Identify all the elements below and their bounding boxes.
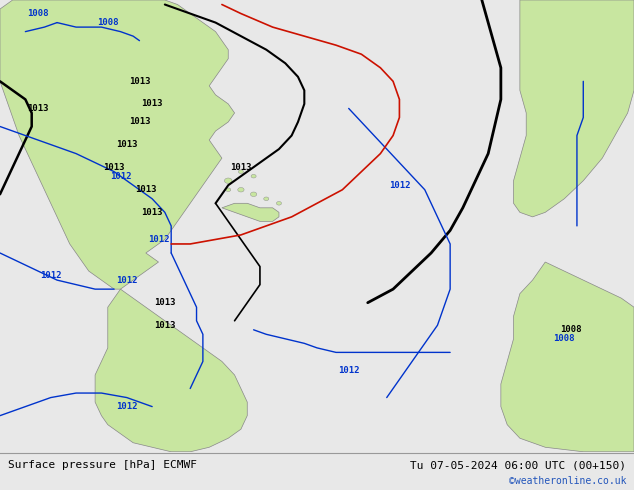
Text: 1013: 1013	[129, 118, 150, 126]
Text: 1012: 1012	[116, 275, 138, 285]
Polygon shape	[514, 0, 634, 217]
Text: 1008: 1008	[560, 325, 581, 334]
Circle shape	[251, 174, 256, 178]
Text: 1013: 1013	[154, 321, 176, 330]
Circle shape	[238, 188, 244, 192]
Polygon shape	[501, 262, 634, 452]
Text: 1012: 1012	[148, 235, 169, 244]
Text: 1013: 1013	[129, 77, 150, 86]
Text: Tu 07-05-2024 06:00 UTC (00+150): Tu 07-05-2024 06:00 UTC (00+150)	[410, 460, 626, 470]
Circle shape	[264, 197, 269, 200]
Text: 1012: 1012	[116, 402, 138, 411]
Circle shape	[276, 201, 281, 205]
Polygon shape	[222, 203, 279, 221]
Text: 1012: 1012	[110, 172, 131, 181]
Text: 1008: 1008	[97, 18, 119, 27]
Text: 1008: 1008	[27, 9, 49, 18]
Polygon shape	[0, 0, 235, 289]
Text: 1012: 1012	[338, 366, 359, 375]
Text: Surface pressure [hPa] ECMWF: Surface pressure [hPa] ECMWF	[8, 460, 197, 470]
Text: 1013: 1013	[27, 104, 49, 113]
Text: 1013: 1013	[141, 208, 163, 217]
Text: 1013: 1013	[141, 99, 163, 108]
Circle shape	[226, 188, 231, 192]
Circle shape	[238, 170, 243, 173]
Text: 1008: 1008	[553, 334, 575, 343]
Text: 1012: 1012	[40, 271, 61, 280]
Text: 1012: 1012	[389, 181, 410, 190]
Text: ©weatheronline.co.uk: ©weatheronline.co.uk	[509, 476, 626, 486]
Circle shape	[224, 178, 232, 183]
Text: 1013: 1013	[116, 140, 138, 149]
Text: 1013: 1013	[135, 185, 157, 194]
Polygon shape	[95, 289, 247, 452]
Text: 1013: 1013	[103, 163, 125, 172]
Text: 1013: 1013	[154, 298, 176, 307]
Text: 1013: 1013	[230, 163, 252, 172]
Circle shape	[250, 192, 257, 196]
